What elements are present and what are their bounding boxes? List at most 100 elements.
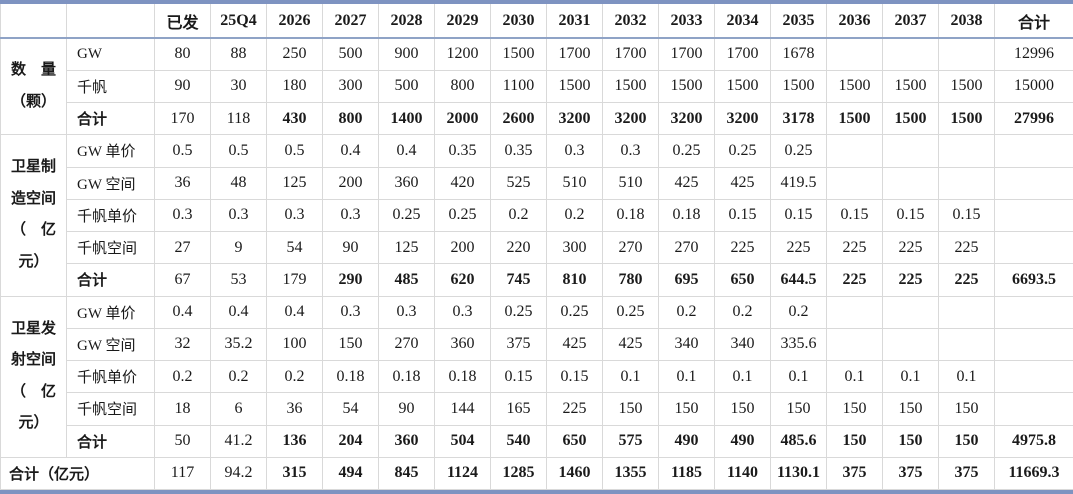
value-cell: 165 [490, 392, 547, 426]
value-cell: 0.15 [826, 198, 883, 233]
value-cell: 0.2 [546, 198, 603, 233]
value-cell: 0.5 [266, 134, 323, 168]
value-cell: 150 [658, 392, 715, 426]
value-cell: 0.3 [322, 295, 379, 329]
value-cell: 54 [266, 230, 323, 265]
value-cell: 0.25 [602, 295, 659, 329]
table-row: 千帆空间 18 6 36 54 90 144 165 225 150 150 150 150 150 150… [1, 392, 1073, 426]
value-cell: 100 [266, 327, 323, 362]
value-cell: 500 [322, 37, 379, 71]
value-cell: 3178 [770, 101, 827, 136]
row-label: 千帆空间 [66, 230, 155, 265]
value-cell: 0.25 [434, 198, 491, 233]
value-cell: 1185 [658, 456, 715, 491]
value-cell: 18 [154, 392, 211, 426]
row-label: GW [66, 37, 155, 71]
value-cell: 36 [154, 166, 211, 200]
value-cell: 510 [546, 166, 603, 200]
table-row: 合计 67 53 179 290 485 620 745 810 780 695 650 644.5 22… [1, 263, 1073, 297]
section-label: 卫星发 射空间 （ 亿 元） [0, 295, 67, 458]
value-cell: 335.6 [770, 327, 827, 362]
value-cell: 650 [546, 424, 603, 458]
value-cell: 0.1 [770, 359, 827, 394]
value-cell: 270 [378, 327, 435, 362]
table-row: 千帆单价 0.3 0.3 0.3 0.3 0.25 0.25 0.2 0.2 0.18 0.18 0.… [1, 198, 1073, 233]
value-cell: 845 [378, 456, 435, 491]
grand-total-label: 合计（亿元） [0, 456, 155, 491]
value-cell: 420 [434, 166, 491, 200]
value-cell: 11669.3 [994, 456, 1073, 491]
value-cell: 360 [378, 424, 435, 458]
value-cell: 1678 [770, 37, 827, 71]
value-cell: 1285 [490, 456, 547, 491]
value-cell: 510 [602, 166, 659, 200]
value-cell: 1100 [490, 69, 547, 104]
value-cell: 315 [266, 456, 323, 491]
value-cell: 125 [266, 166, 323, 200]
value-cell: 0.25 [546, 295, 603, 329]
value-cell: 15000 [994, 69, 1073, 104]
value-cell [938, 295, 995, 329]
value-cell: 425 [546, 327, 603, 362]
value-cell: 180 [266, 69, 323, 104]
table-row: 千帆空间 27 9 54 90 125 200 220 300 270 270 225 225 225 22… [1, 230, 1073, 265]
value-cell: 225 [826, 263, 883, 297]
value-cell: 340 [714, 327, 771, 362]
value-cell: 150 [714, 392, 771, 426]
value-cell: 1500 [938, 101, 995, 136]
value-cell: 90 [154, 69, 211, 104]
value-cell: 117 [154, 456, 211, 491]
value-cell: 0.3 [322, 198, 379, 233]
value-cell: 430 [266, 101, 323, 136]
value-cell: 53 [210, 263, 267, 297]
value-cell: 80 [154, 37, 211, 71]
value-cell: 0.25 [490, 295, 547, 329]
value-cell: 3200 [602, 101, 659, 136]
value-cell: 225 [882, 263, 939, 297]
value-cell: 200 [322, 166, 379, 200]
value-cell: 0.1 [938, 359, 995, 394]
value-cell [882, 134, 939, 168]
value-cell: 375 [490, 327, 547, 362]
column-header: 2026 [266, 4, 323, 39]
value-cell: 800 [434, 69, 491, 104]
value-cell: 375 [882, 456, 939, 491]
value-cell: 300 [322, 69, 379, 104]
value-cell: 225 [938, 230, 995, 265]
value-cell: 425 [714, 166, 771, 200]
value-cell: 500 [378, 69, 435, 104]
value-cell: 170 [154, 101, 211, 136]
value-cell: 204 [322, 424, 379, 458]
value-cell: 575 [602, 424, 659, 458]
value-cell: 0.4 [266, 295, 323, 329]
value-cell: 0.25 [770, 134, 827, 168]
value-cell: 2000 [434, 101, 491, 136]
column-header: 2036 [826, 4, 883, 39]
value-cell: 1700 [546, 37, 603, 71]
value-cell: 6693.5 [994, 263, 1073, 297]
header-row: 已发 25Q4 2026 2027 2028 2029 2030 2031 2032 2033 20… [0, 4, 1073, 39]
value-cell: 490 [658, 424, 715, 458]
value-cell: 0.25 [658, 134, 715, 168]
value-cell: 0.5 [210, 134, 267, 168]
value-cell: 125 [378, 230, 435, 265]
value-cell: 360 [378, 166, 435, 200]
value-cell [882, 327, 939, 362]
value-cell: 225 [882, 230, 939, 265]
value-cell: 0.18 [658, 198, 715, 233]
row-label: GW 空间 [66, 327, 155, 362]
value-cell: 27 [154, 230, 211, 265]
table-row: GW 空间 36 48 125 200 360 420 525 510 510 425 425 419.… [1, 166, 1073, 200]
value-cell: 0.18 [434, 359, 491, 394]
row-label: 合计 [66, 101, 155, 136]
value-cell: 0.15 [882, 198, 939, 233]
value-cell: 220 [490, 230, 547, 265]
value-cell: 0.1 [658, 359, 715, 394]
value-cell: 88 [210, 37, 267, 71]
value-cell: 1700 [658, 37, 715, 71]
value-cell [826, 166, 883, 200]
value-cell: 150 [602, 392, 659, 426]
column-header: 2032 [602, 4, 659, 39]
value-cell: 800 [322, 101, 379, 136]
value-cell: 1700 [602, 37, 659, 71]
